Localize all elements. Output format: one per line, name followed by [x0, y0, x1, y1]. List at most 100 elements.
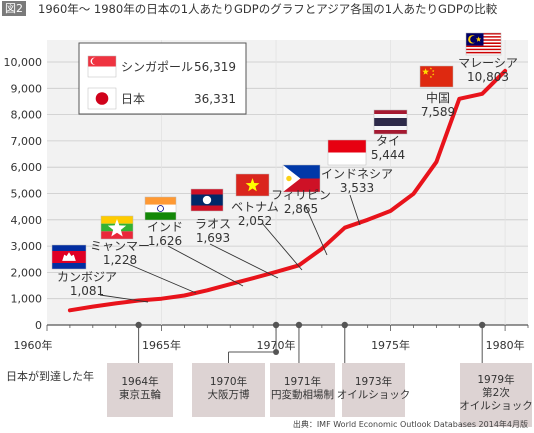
x-tick-label: 1965年: [142, 338, 181, 352]
milestone-dot: [272, 321, 280, 329]
milestone-label: 東京五輪: [119, 388, 161, 401]
legend-country-label: 日本: [121, 92, 145, 106]
annotation-leader: [261, 222, 303, 271]
series-line-japan: [67, 68, 508, 313]
milestone-label: 円変動相場制: [271, 388, 334, 401]
annotation-value-label: 2,052: [238, 214, 272, 228]
y-tick-label: 8,000: [11, 109, 43, 122]
annotation-leader: [349, 194, 361, 226]
indonesia-flag-icon: [327, 139, 367, 166]
japan-flag-icon: [87, 87, 117, 110]
milestone-box: [460, 363, 532, 427]
y-tick-label: 2,000: [11, 266, 43, 279]
x-tick-label: 1975年: [371, 338, 410, 352]
annotation-country-label: フィリピン: [271, 188, 331, 202]
annotation-leader: [209, 243, 279, 279]
vietnam-flag-icon: [235, 173, 270, 197]
source-note: 出典：IMF World Economic Outlook Databases …: [292, 420, 528, 429]
philippines-flag-icon: [282, 164, 321, 193]
annotation-country-label: カンボジア: [57, 270, 117, 284]
milestone-dot: [478, 321, 486, 329]
annotation-china: 中国7,589: [419, 65, 455, 119]
milestone-dot: [341, 321, 348, 329]
singapore-flag-icon: [87, 55, 117, 78]
milestone-label: オイルショック: [337, 389, 411, 401]
myanmar-flag-icon: [100, 215, 134, 240]
y-tick-label: 6,000: [11, 161, 43, 174]
milestone-box: [107, 363, 173, 417]
annotation-value-label: 1,228: [103, 253, 137, 267]
milestone-label: 1971年: [284, 375, 321, 388]
y-tick-label: 7,000: [11, 135, 43, 148]
legend-country-label: シンガポール: [121, 60, 193, 74]
legend-value-label: 56,319: [194, 60, 236, 74]
milestone-box: [342, 363, 405, 417]
milestone-label: 1979年: [477, 373, 514, 386]
figure-tag: 図2: [2, 1, 26, 16]
milestone-box: [192, 363, 265, 417]
milestone-label: 1970年: [210, 375, 247, 388]
milestone-label: オイルショック: [459, 400, 533, 412]
china-flag-icon: [419, 65, 454, 88]
laos-flag-icon: [190, 188, 224, 212]
annotation-country-label: マレーシア: [458, 56, 518, 70]
milestone-box: [270, 363, 335, 417]
legend: シンガポール 56,319 日本 36,331: [78, 42, 247, 115]
legend-value-label: 36,331: [194, 92, 236, 106]
milestone-label: 1973年: [355, 375, 392, 388]
y-tick-label: 10,000: [4, 56, 43, 69]
y-tick-label: 1,000: [11, 293, 43, 306]
thailand-flag-icon: [373, 109, 408, 135]
title-bar: 図2 1960年〜 1980年の日本の1人あたりGDPのグラフとアジア各国の1人…: [0, 0, 534, 18]
malaysia-flag-icon: [465, 32, 502, 56]
y-tick-label: 0: [35, 319, 42, 332]
annotation-leader: [167, 245, 244, 287]
annotation-value-label: 10,803: [467, 70, 509, 84]
annotation-country-label: ミャンマー: [90, 239, 150, 253]
cambodia-flag-icon: [51, 244, 87, 270]
x-tick-label: 1980年: [486, 338, 525, 352]
milestone-dot: [295, 321, 303, 329]
annotation-value-label: 3,533: [340, 181, 374, 195]
annotation-value-label: 1,081: [70, 284, 104, 298]
annotation-value-label: 2,865: [284, 202, 318, 216]
annotation-country-label: 中国: [426, 90, 450, 105]
milestone-dot: [273, 349, 280, 355]
milestone-dot: [135, 321, 142, 329]
annotation-thailand: タイ5,444: [371, 109, 408, 162]
annotation-value-label: 1,693: [196, 231, 230, 245]
annotation-leader: [304, 204, 328, 256]
y-tick-label: 3,000: [11, 240, 43, 253]
milestone-heading: 日本が到達した年: [6, 369, 94, 383]
annotation-leader: [99, 294, 149, 303]
annotation-country-label: インド: [147, 220, 183, 234]
annotation-value-label: 7,589: [421, 105, 455, 119]
annotation-value-label: 1,626: [148, 234, 182, 248]
annotation-country-label: ベトナム: [231, 200, 279, 214]
x-tick-label: 1960年: [14, 338, 53, 352]
milestone-label: 大阪万博: [208, 388, 250, 401]
annotation-country-label: タイ: [376, 134, 400, 148]
annotation-leader: [127, 263, 197, 294]
y-tick-label: 4,000: [11, 214, 43, 227]
annotation-country-label: ラオス: [195, 217, 231, 231]
milestone-label: 第2次: [482, 386, 510, 399]
y-tick-label: 9,000: [11, 82, 43, 95]
india-flag-icon: [144, 196, 177, 221]
annotation-value-label: 5,444: [371, 148, 405, 162]
chart-title: 1960年〜 1980年の日本の1人あたりGDPのグラフとアジア各国の1人あたり…: [38, 2, 498, 16]
milestone-label: 1964年: [121, 375, 158, 388]
